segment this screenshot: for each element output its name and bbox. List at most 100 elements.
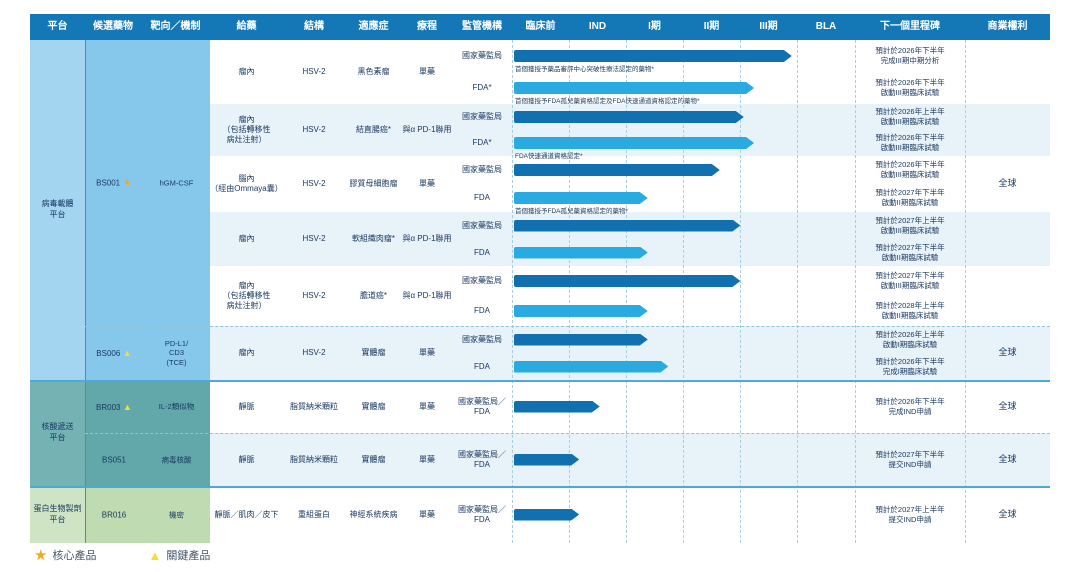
phase-track [512, 433, 855, 486]
regulator-cell: 國家藥監局 [462, 51, 502, 61]
rights-cell [965, 104, 1050, 156]
milestone-cell: 預計於2027年上半年 啟動III期臨床試驗 [875, 215, 945, 235]
progress-arrow [514, 192, 648, 204]
phase-gridline [683, 40, 684, 543]
milestone-cell: 預計於2026年下半年 啟動III期臨床試驗 [875, 78, 945, 97]
phase-subrow: 國家藥監局／ FDA 預計於2027年上半年 提交IND申請 [452, 486, 965, 543]
core-product-star-icon: ★ [120, 177, 132, 189]
row-separator-dashed [85, 326, 1050, 327]
indication-cell: 實體瘤 [361, 401, 386, 411]
regulator-cell: FDA [474, 247, 490, 257]
structure-cell: 重組蛋白 [298, 509, 330, 519]
progress-arrow [514, 164, 720, 176]
phase-track [512, 353, 855, 380]
header-col-10: I期 [648, 20, 661, 32]
header-col-4: 結構 [304, 20, 324, 32]
structure-cell: HSV-2 [302, 67, 326, 76]
candidate-target: PD-L1/ CD3 (TCE) [164, 338, 189, 367]
indication-cell: 神經系統疾病 [349, 509, 398, 519]
pipeline-table: 平台 候選藥物 靶向／機制 給藥 結構 適應症 療程 監管機構 臨床前 IND I期 II期 III期 B… [30, 14, 1050, 543]
admin-cell: 瘤內 [238, 348, 255, 357]
regulator-cell: 國家藥監局／ FDA [458, 504, 506, 524]
candidate-row: BS051 病毒核酸 [86, 455, 211, 464]
structure-cell: HSV-2 [302, 125, 326, 134]
admin-cell: 瘤內 [238, 67, 255, 76]
course-cell: 單藥 [419, 509, 435, 519]
phase-track [512, 266, 855, 296]
header-col-6: 療程 [417, 20, 437, 32]
progress-arrow [514, 50, 792, 62]
platform-separator [30, 486, 1050, 488]
legend-core-product: ★ 核心產品 [34, 546, 96, 564]
candidate-code: BR003 ▲ [96, 401, 132, 412]
phase-subrow: 國家藥監局／ FDA 預計於2027年下半年 提交IND申請 [452, 433, 965, 486]
rights-cell: 全球 [998, 178, 1017, 189]
designation-annotation: 首個獲授予FDA孤兒藥資格認定及FDA快速通道資格認定的藥物* [515, 98, 700, 105]
indication-cell: 膠質母細胞瘤 [349, 179, 398, 188]
designation-annotation: FDA快速通道資格認定* [515, 153, 583, 160]
phase-subrow: 國家藥監局 首個獲授予藥品審評中心突破性療法認定的藥物* 預計於2026年下半年 完… [452, 40, 965, 73]
legend: ★ 核心產品 ▲ 關鍵產品 [34, 546, 210, 564]
phase-subrow: FDA* 首個獲授予FDA孤兒藥資格認定及FDA快速通道資格認定的藥物* 預計於20… [452, 72, 965, 105]
phase-track [512, 380, 855, 433]
phase-subrow: 國家藥監局 預計於2026年下半年 啟動III期臨床試驗 [452, 156, 965, 184]
rights-cell [965, 40, 1050, 104]
milestone-cell: 預計於2026年下半年 啟動III期臨床試驗 [875, 160, 945, 179]
phase-area: 國家藥監局／ FDA 預計於2027年上半年 提交IND申請 [452, 486, 965, 543]
header-col-3: 給藥 [236, 20, 257, 32]
platform-candidates: BR016 機密 [85, 486, 210, 543]
phase-track [512, 104, 855, 130]
rights-cell [965, 266, 1050, 326]
phase-gridline [569, 40, 570, 543]
phase-gridline [855, 40, 856, 543]
milestone-cell: 預計於2027年下半年 提交IND申請 [875, 449, 945, 469]
rights-cell: 全球 [998, 453, 1017, 464]
header-col-7: 監管機構 [462, 20, 502, 32]
candidate-target: 機密 [169, 509, 184, 519]
course-cell: 單藥 [419, 67, 435, 76]
key-product-triangle-icon: ▲ [148, 547, 162, 563]
rights-cell: 全球 [998, 400, 1017, 411]
regulator-cell: 國家藥監局／ FDA [458, 449, 506, 469]
phase-track [512, 156, 855, 184]
milestone-cell: 預計於2026年下半年 完成IND申請 [875, 396, 945, 416]
platform-label: 病毒載體 平台 [30, 40, 85, 380]
milestone-cell: 預計於2026年上半年 啟動I期臨床試驗 [875, 329, 945, 349]
candidate-code: BR016 [101, 510, 127, 519]
phase-subrow: 國家藥監局 預計於2026年上半年 啟動I期臨床試驗 [452, 326, 965, 353]
course-cell: 單藥 [419, 179, 435, 188]
header-col-1: 候選藥物 [93, 20, 133, 32]
indication-cell: 結直腸癌* [355, 125, 392, 134]
progress-arrow [514, 82, 754, 94]
structure-cell: HSV-2 [302, 234, 326, 243]
indication-cell: 實體瘤 [361, 454, 386, 464]
candidate-row: BR003 ▲ IL-2類似物 [86, 402, 211, 412]
progress-arrow [514, 509, 579, 521]
structure-cell: HSV-2 [302, 348, 326, 357]
rights-cell: 全球 [998, 347, 1017, 358]
progress-arrow [514, 361, 668, 373]
progress-arrow [514, 454, 579, 466]
key-product-triangle-icon: ▲ [120, 348, 132, 358]
phase-track: 首個獲授予藥品審評中心突破性療法認定的藥物* [512, 40, 855, 73]
course-cell: 與α PD-1聯用 [402, 291, 452, 300]
milestone-cell: 預計於2027年上半年 提交IND申請 [875, 504, 945, 524]
regulator-cell: FDA* [472, 83, 492, 93]
structure-cell: HSV-2 [302, 179, 326, 188]
candidate-target: 病毒核酸 [161, 454, 192, 464]
milestone-cell: 預計於2026年下半年 啟動III期臨床試驗 [875, 133, 945, 152]
structure-cell: 脂質納米顆粒 [290, 401, 338, 411]
admin-cell: 瘤內 [238, 234, 255, 243]
course-cell: 單藥 [419, 454, 435, 464]
regulator-cell: FDA [474, 306, 490, 316]
phase-subrow: 國家藥監局 預計於2027年下半年 啟動III期臨床試驗 [452, 266, 965, 296]
phase-area: 國家藥監局 預計於2026年下半年 啟動III期臨床試驗 FDA 首個獲授予FDA孤兒… [452, 156, 965, 215]
indication-cell: 膽道癌* [359, 291, 388, 300]
progress-arrow [514, 401, 600, 413]
phase-gridline [512, 40, 513, 543]
platform-block: 病毒載體 平台 BS001 ★ hGM-CSF BS006 ▲ PD-L1/ CD3 (… [30, 40, 210, 380]
phase-subrow: FDA 首個獲授予FDA孤兒藥資格認定的藥物* 預計於2027年下半年 啟動II期臨… [452, 184, 965, 215]
header-col-9: IND [588, 20, 607, 32]
phase-area: 國家藥監局／ FDA 預計於2027年下半年 提交IND申請 [452, 433, 965, 486]
milestone-cell: 預計於2028年上半年 啟動II期臨床試驗 [875, 301, 945, 320]
